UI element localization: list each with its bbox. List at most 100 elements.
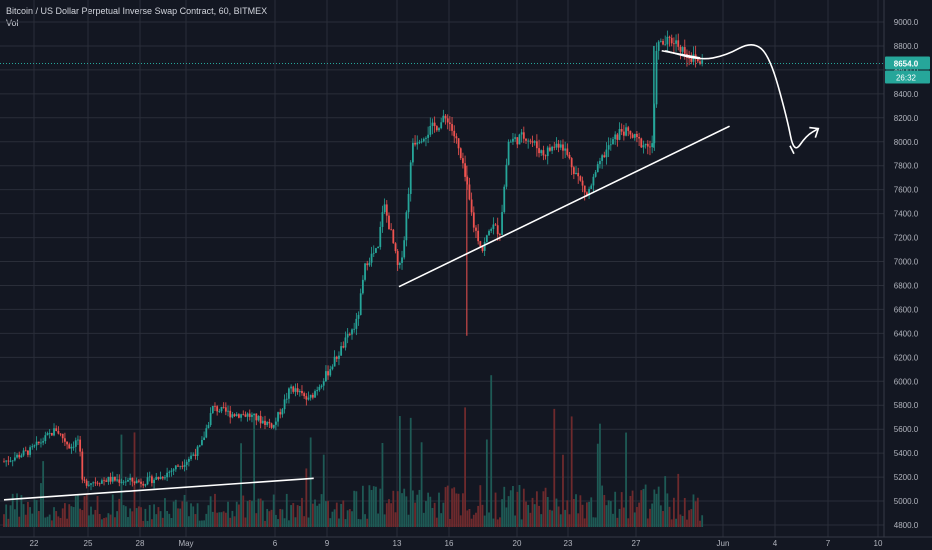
volume-bar: [174, 499, 177, 527]
candle-body: [320, 385, 323, 387]
volume-bar: [594, 517, 597, 527]
candle-body: [688, 57, 691, 59]
volume-bar: [631, 490, 634, 527]
candle-body: [479, 241, 482, 247]
user-drawings[interactable]: [3, 43, 820, 501]
candle-body: [109, 476, 112, 482]
projection-path[interactable]: [664, 43, 819, 149]
trendline[interactable]: [3, 477, 314, 501]
candle-body: [133, 481, 136, 484]
candle-body: [77, 439, 79, 441]
y-tick-label: 7600.0: [894, 186, 919, 195]
volume-bar: [662, 511, 664, 527]
volume-bar: [129, 508, 132, 527]
candle-body: [309, 394, 312, 398]
volume-bar: [379, 488, 382, 527]
candle-body: [207, 425, 210, 429]
volume-bar: [42, 461, 45, 527]
candle-body: [238, 414, 240, 418]
candle-body: [3, 461, 5, 463]
volume-bar: [187, 516, 190, 527]
volume-bar: [664, 476, 667, 527]
candle-body: [435, 126, 438, 131]
volume-bar: [466, 510, 469, 527]
x-tick-label: 22: [30, 539, 39, 548]
candle-body: [327, 371, 329, 376]
candle-body: [696, 58, 699, 62]
volume-bar: [294, 517, 297, 527]
volume-bar: [525, 501, 527, 527]
volume-bar: [370, 489, 373, 527]
volume-bar: [72, 507, 75, 527]
candle-body: [174, 465, 177, 470]
candle-body: [442, 115, 445, 123]
candle-body: [414, 142, 416, 145]
candle-body: [368, 262, 371, 266]
symbol-title[interactable]: Bitcoin / US Dollar Perpetual Inverse Sw…: [6, 6, 268, 16]
last-price-tag: [885, 56, 930, 70]
volume-bar: [44, 517, 47, 527]
candle-body: [20, 455, 23, 458]
volume-bar: [425, 501, 427, 527]
volume-indicator-label[interactable]: Vol: [6, 18, 19, 28]
volume-bar: [499, 517, 501, 527]
volume-bar: [7, 518, 10, 527]
candle-body: [549, 147, 551, 151]
volume-bar: [653, 489, 656, 527]
candle-body: [644, 143, 647, 146]
x-tick-label: 16: [445, 539, 454, 548]
candle-body: [348, 334, 351, 335]
chart-legend: Bitcoin / US Dollar Perpetual Inverse Sw…: [6, 5, 267, 29]
candle-body: [412, 142, 414, 163]
volume-bar: [329, 518, 332, 527]
candle-body: [37, 441, 40, 444]
volume-bar: [501, 499, 503, 527]
candle-body: [135, 480, 138, 484]
candle-body: [453, 130, 456, 137]
candle-body: [346, 334, 349, 338]
volume-bar: [100, 519, 103, 527]
y-tick-label: 7000.0: [894, 258, 919, 267]
volume-bar: [127, 517, 129, 527]
candle-body: [516, 137, 519, 145]
volume-bar: [96, 495, 99, 527]
volume-bar: [211, 511, 214, 527]
candlesticks: [0, 30, 884, 491]
volume-bar: [575, 494, 577, 527]
candle-body: [257, 415, 260, 421]
candle-body: [233, 414, 236, 417]
candle-body: [353, 328, 356, 330]
volume-bar: [320, 494, 323, 527]
volume-bar: [646, 518, 649, 527]
price-axis-panel[interactable]: [884, 0, 932, 550]
volume-bar: [416, 494, 419, 527]
volume-bar: [403, 488, 406, 527]
candle-body: [340, 346, 343, 356]
volume-bar: [531, 497, 534, 527]
candle-body: [514, 137, 517, 139]
candle-body: [607, 145, 610, 150]
candle-body: [409, 162, 412, 194]
volume-bar: [244, 517, 247, 527]
x-tick-label: 4: [773, 539, 778, 548]
volume-bar: [124, 506, 127, 527]
y-tick-label: 7400.0: [894, 210, 919, 219]
candle-body: [492, 224, 495, 229]
trendline[interactable]: [398, 125, 730, 288]
candle-body: [429, 125, 432, 135]
candle-body: [159, 476, 162, 479]
candle-body: [351, 329, 353, 335]
candle-body: [288, 388, 290, 399]
volume-bar: [490, 375, 493, 527]
volume-bar: [472, 514, 475, 527]
candle-body: [261, 420, 264, 424]
volume-bar: [385, 503, 388, 527]
candle-body: [144, 484, 147, 486]
candle-body: [425, 137, 427, 139]
volume-bar: [87, 515, 90, 527]
volume-bar: [153, 504, 155, 527]
volume-bar: [122, 505, 125, 527]
volume-bar: [627, 518, 630, 527]
volume-bar: [668, 506, 671, 527]
